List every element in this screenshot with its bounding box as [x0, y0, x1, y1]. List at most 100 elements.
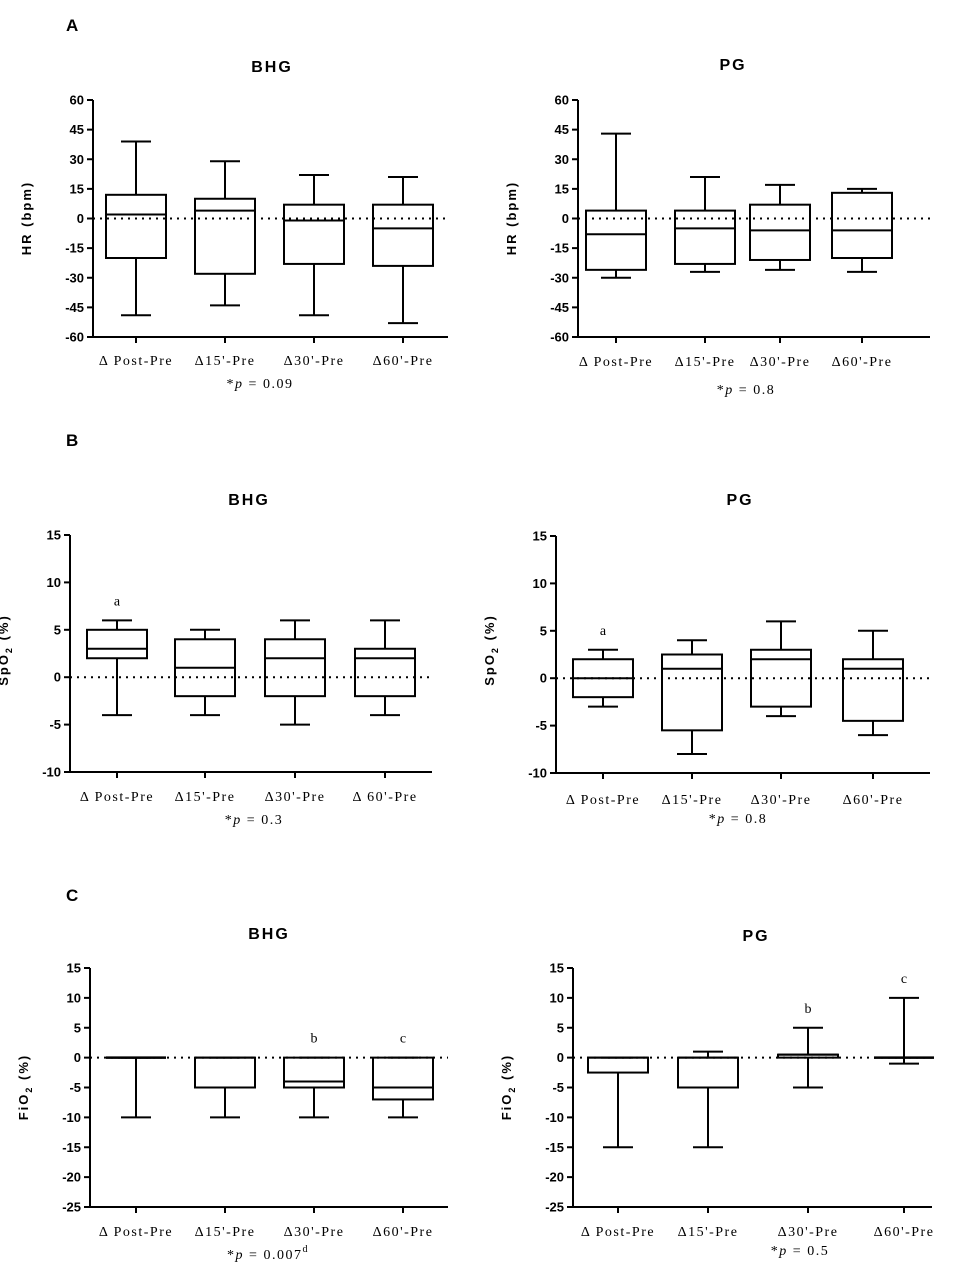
iqr-box [86, 628, 148, 660]
iqr-box [194, 1056, 256, 1089]
y-tick-label: -15 [65, 241, 84, 256]
y-tick-label: -45 [65, 300, 84, 315]
y-tick-label: -15 [62, 1140, 81, 1155]
y-tick-label: 45 [70, 122, 84, 137]
significance-annotation: a [600, 624, 607, 639]
y-axis-label: HR (bpm) [504, 181, 519, 256]
iqr-box [372, 203, 434, 267]
x-category-label: Δ60'-Pre [832, 355, 893, 370]
p-value-star: * [227, 1248, 236, 1263]
y-tick-label: -10 [42, 765, 61, 780]
y-tick-label: 45 [555, 122, 569, 137]
y-axis-label-part: SpO [0, 653, 11, 686]
panel-letter-b: B [66, 431, 78, 450]
p-value-label: *p = 0.3 [225, 813, 283, 828]
iqr-box [283, 203, 345, 265]
box-3 [777, 1026, 839, 1089]
y-axis-label: SpO2 (%) [0, 614, 14, 686]
y-axis-label-subscript: 2 [507, 1086, 517, 1093]
x-category-label: Δ60'-Pre [874, 1225, 935, 1240]
y-tick-label: 0 [562, 211, 569, 226]
y-tick-label: -25 [62, 1200, 81, 1215]
iqr-box [283, 1056, 345, 1089]
y-tick-label: 0 [74, 1050, 81, 1065]
y-tick-label: 10 [550, 990, 564, 1005]
box-1 [86, 619, 148, 717]
x-category-label: Δ30'-Pre [284, 1225, 345, 1240]
x-category-label: Δ30'-Pre [751, 793, 812, 808]
box-2 [194, 1056, 256, 1119]
y-tick-label: -15 [550, 241, 569, 256]
p-value-number: = 0.8 [734, 383, 775, 398]
y-axis-label: SpO2 (%) [482, 614, 500, 686]
p-value-label: *p = 0.007d [227, 1244, 309, 1263]
iqr-box [194, 197, 256, 275]
y-axis-label-part: FiO [16, 1093, 31, 1121]
y-tick-label: 0 [557, 1050, 564, 1065]
x-category-label: Δ15'-Pre [675, 355, 736, 370]
p-value-number: = 0.8 [726, 812, 767, 827]
y-axis-label-subscript: 2 [4, 646, 14, 653]
y-tick-label: -45 [550, 300, 569, 315]
y-tick-label: -25 [545, 1200, 564, 1215]
y-tick-label: -30 [65, 270, 84, 285]
box-4 [354, 619, 416, 717]
chart-title: BHG [248, 926, 290, 943]
iqr-box [677, 1056, 739, 1089]
p-value-number: = 0.5 [788, 1244, 829, 1259]
y-axis-label-part: SpO [482, 653, 497, 686]
y-tick-label: 10 [67, 990, 81, 1005]
iqr-box [587, 1056, 649, 1074]
p-value-star: * [771, 1244, 780, 1259]
y-tick-label: -15 [545, 1140, 564, 1155]
chart-b-bhg: BHG 15 10 5 0 -5 -10 SpO2 (%) Δ Post-Pre a Δ15'-Pr… [0, 492, 432, 828]
y-tick-label: -20 [62, 1170, 81, 1185]
iqr-box [661, 653, 723, 732]
y-tick-label: 15 [555, 181, 569, 196]
box-1 [587, 1056, 649, 1149]
y-tick-label: 15 [47, 528, 61, 543]
p-value-p: p [778, 1244, 788, 1259]
x-category-label: Δ Post-Pre [99, 1225, 173, 1240]
chart-a-bhg: BHG 60 45 30 15 0 -15 -30 -45 -60 HR (bpm) Δ Post-P… [19, 59, 448, 392]
box-2 [661, 639, 723, 756]
y-axis-label-part: (%) [16, 1054, 31, 1086]
y-tick-label: 0 [540, 671, 547, 686]
p-value-p: p [232, 813, 242, 828]
y-tick-label: 60 [70, 93, 84, 108]
iqr-box [750, 648, 812, 708]
x-category-label: Δ30'-Pre [284, 354, 345, 369]
y-tick-label: -10 [545, 1110, 564, 1125]
chart-title: BHG [251, 59, 293, 76]
iqr-box [831, 191, 893, 259]
panel-letter-a: A [66, 16, 78, 35]
box-2 [677, 1050, 739, 1149]
x-category-label: Δ30'-Pre [750, 355, 811, 370]
p-value-number: = 0.09 [244, 377, 294, 392]
p-value-star: * [227, 377, 236, 392]
y-axis-label: HR (bpm) [19, 181, 34, 256]
significance-annotation: a [114, 594, 121, 609]
chart-a-pg: PG 60 45 30 15 0 -15 -30 -45 -60 HR (bpm) Δ Post-Pr… [504, 57, 930, 398]
y-tick-label: 30 [555, 152, 569, 167]
chart-title: PG [726, 492, 753, 509]
x-category-label: Δ15'-Pre [195, 354, 256, 369]
x-category-label: Δ30'-Pre [778, 1225, 839, 1240]
p-value-p: p [234, 377, 244, 392]
box-3 [264, 619, 326, 726]
chart-c-pg: PG 15 10 5 0 -5 -10 -15 -20 -25 FiO2 (%) Δ Post-Pre… [499, 928, 934, 1259]
p-value-label: *p = 0.8 [717, 383, 775, 398]
x-category-label: Δ15'-Pre [175, 790, 236, 805]
y-tick-label: -20 [545, 1170, 564, 1185]
iqr-box [585, 209, 647, 271]
y-axis-label-part: (%) [482, 614, 497, 646]
box-1 [572, 648, 634, 708]
y-tick-label: -5 [49, 717, 61, 732]
box-4 [874, 996, 934, 1065]
p-value-p: p [716, 812, 726, 827]
y-tick-label: 5 [54, 622, 61, 637]
box-3 [749, 183, 811, 271]
iqr-box [264, 638, 326, 698]
y-tick-label: 15 [533, 529, 547, 544]
